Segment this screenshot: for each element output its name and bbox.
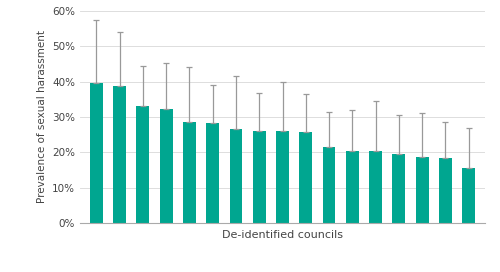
Bar: [90, 83, 102, 223]
Bar: [416, 157, 428, 223]
Bar: [300, 132, 312, 223]
Bar: [276, 131, 289, 223]
Bar: [230, 129, 242, 223]
X-axis label: De-identified councils: De-identified councils: [222, 230, 343, 240]
Bar: [113, 86, 126, 223]
Bar: [369, 151, 382, 223]
Bar: [160, 109, 172, 223]
Y-axis label: Prevalence of sexual harassment: Prevalence of sexual harassment: [36, 30, 46, 203]
Bar: [183, 122, 196, 223]
Bar: [136, 106, 149, 223]
Bar: [206, 123, 219, 223]
Bar: [322, 147, 336, 223]
Bar: [253, 131, 266, 223]
Bar: [462, 168, 475, 223]
Bar: [392, 154, 406, 223]
Bar: [346, 151, 358, 223]
Bar: [439, 158, 452, 223]
